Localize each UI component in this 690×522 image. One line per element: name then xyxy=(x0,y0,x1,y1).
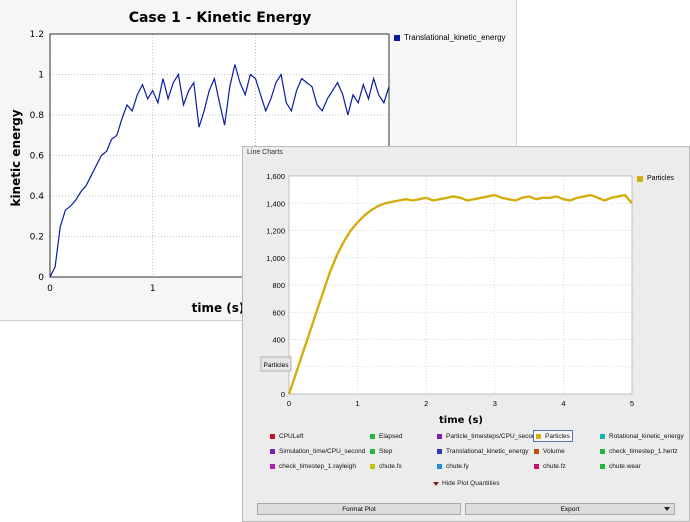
y-axis-label: kinetic energy xyxy=(9,109,23,206)
format-plot-button[interactable]: Format Plot xyxy=(257,503,461,515)
particles-plot: time (s) 01234502004006008001,0001,2001,… xyxy=(260,172,634,426)
plot-quantity-label: Step xyxy=(379,447,393,455)
plot-quantity-label: Particle_timesteps/CPU_second xyxy=(446,432,540,440)
plot-quantity-label: Volume xyxy=(543,447,565,455)
plot-quantity-swatch xyxy=(600,433,605,439)
x-tick-label: 1 xyxy=(356,399,360,408)
x-tick-label: 5 xyxy=(630,399,634,408)
x-axis-label: time (s) xyxy=(439,415,483,426)
plot-quantity-item[interactable]: Translational_kinetic_energy xyxy=(437,446,529,456)
y-tick-label: 0 xyxy=(38,273,44,283)
x-tick-label: 4 xyxy=(561,399,565,408)
plot-quantity-label: Rotational_kinetic_energy xyxy=(609,432,684,440)
plot-quantity-item[interactable]: Volume xyxy=(534,446,565,456)
plot-quantity-swatch xyxy=(600,448,605,454)
tooltip-label: Particles xyxy=(264,362,290,369)
dropdown-arrow-icon xyxy=(664,507,670,511)
y-tick-label: 800 xyxy=(272,281,285,290)
plot-quantity-label: chute.wear xyxy=(609,462,641,470)
plot-quantity-item[interactable]: check_timestep_1.rayleigh xyxy=(270,461,356,471)
plot-quantity-swatch xyxy=(370,448,375,454)
plot-quantity-swatch xyxy=(600,463,605,469)
plot-quantity-swatch xyxy=(437,448,442,454)
chart-title: Case 1 - Kinetic Energy xyxy=(129,10,312,26)
collapse-triangle-icon xyxy=(433,481,439,486)
plot-quantity-swatch xyxy=(536,433,541,439)
y-tick-label: 1 xyxy=(38,71,44,81)
plot-quantity-item[interactable]: Step xyxy=(370,446,392,456)
x-tick-label: 0 xyxy=(287,399,291,408)
series-line-particles xyxy=(287,193,633,395)
legend-swatch xyxy=(637,175,643,182)
chart-legend: Translational_kinetic_energy xyxy=(394,33,506,42)
y-tick-label: 1.2 xyxy=(30,30,44,40)
plot-quantity-label: Translational_kinetic_energy xyxy=(446,447,529,455)
plot-quantity-label: CPULeft xyxy=(279,432,304,440)
tooltip: Particles xyxy=(260,356,292,372)
plot-quantity-swatch xyxy=(534,463,539,469)
legend-swatch xyxy=(394,34,400,41)
plot-quantity-item[interactable]: CPULeft xyxy=(270,431,304,441)
plot-quantity-swatch xyxy=(437,433,442,439)
plot-quantity-item[interactable]: chute.fy xyxy=(437,461,469,471)
panel-title: Line Charts xyxy=(247,149,283,156)
export-label: Export xyxy=(560,505,580,513)
plot-quantity-swatch xyxy=(270,433,275,439)
plot-quantity-label: chute.fy xyxy=(446,462,469,470)
legend-label: Particles xyxy=(647,175,674,182)
plot-quantity-label: chute.fz xyxy=(543,462,566,470)
plot-quantity-item[interactable]: Elapsed xyxy=(370,431,403,441)
x-tick-label: 1 xyxy=(150,284,156,294)
y-tick-label: 0 xyxy=(281,390,285,399)
y-tick-label: 1,200 xyxy=(266,227,285,236)
plot-quantity-label: Elapsed xyxy=(379,432,403,440)
plot-quantity-item[interactable]: Simulation_time/CPU_second xyxy=(270,446,365,456)
plot-quantity-swatch xyxy=(370,433,375,439)
plot-quantity-item[interactable]: Particle_timesteps/CPU_second xyxy=(437,431,539,441)
legend-label: Translational_kinetic_energy xyxy=(404,33,506,42)
plot-quantity-label: Particles xyxy=(545,432,570,440)
y-tick-label: 0.6 xyxy=(30,152,45,162)
y-tick-label: 1,400 xyxy=(266,199,285,208)
format-plot-label: Format Plot xyxy=(342,505,376,513)
plot-quantity-label: check_timestep_1.hertz xyxy=(609,447,678,455)
plot-quantity-swatch xyxy=(370,463,375,469)
y-tick-label: 0.2 xyxy=(30,233,44,243)
y-tick-label: 1,000 xyxy=(266,254,285,263)
plot-quantity-item[interactable]: chute.fz xyxy=(534,461,566,471)
line-charts-panel: Line Charts time (s) 0123450200400600800… xyxy=(242,146,690,522)
x-tick-label: 0 xyxy=(47,284,53,294)
y-tick-label: 600 xyxy=(272,308,285,317)
y-tick-label: 0.8 xyxy=(30,111,45,121)
y-tick-label: 0.4 xyxy=(30,192,45,202)
plot-quantity-item[interactable]: chute.wear xyxy=(600,461,641,471)
plot-quantity-item[interactable]: check_timestep_1.hertz xyxy=(600,446,678,456)
plot-quantity-label: chute.fx xyxy=(379,462,402,470)
plot-quantity-swatch xyxy=(534,448,539,454)
x-tick-label: 3 xyxy=(493,399,497,408)
y-tick-label: 1,600 xyxy=(266,172,285,181)
plot-quantity-swatch xyxy=(270,448,275,454)
x-tick-label: 2 xyxy=(424,399,428,408)
chart-legend: Particles xyxy=(637,175,674,182)
plot-quantity-label: check_timestep_1.rayleigh xyxy=(279,462,356,470)
export-button[interactable]: Export xyxy=(465,503,675,515)
x-axis-label: time (s) xyxy=(192,301,245,315)
plot-quantity-label: Simulation_time/CPU_second xyxy=(279,447,366,455)
series-line-translational-kinetic-energy xyxy=(49,64,390,278)
plot-quantity-swatch xyxy=(270,463,275,469)
plot-quantity-item[interactable]: chute.fx xyxy=(370,461,402,471)
hide-plot-quantities-toggle[interactable]: Hide Plot Quantities xyxy=(433,480,499,487)
plot-quantity-swatch xyxy=(437,463,442,469)
plot-quantity-item[interactable]: Rotational_kinetic_energy xyxy=(600,431,684,441)
plot-quantity-item[interactable]: Particles xyxy=(533,430,573,442)
hide-plot-quantities-label: Hide Plot Quantities xyxy=(442,480,500,487)
y-tick-label: 400 xyxy=(272,336,285,345)
